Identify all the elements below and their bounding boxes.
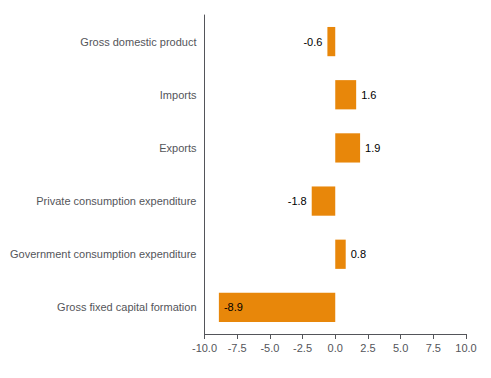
- svg-text:-0.6: -0.6: [303, 36, 322, 48]
- svg-text:-7.5: -7.5: [228, 342, 247, 354]
- svg-text:Gross domestic product: Gross domestic product: [80, 36, 196, 48]
- svg-text:-10.0: -10.0: [192, 342, 217, 354]
- svg-text:5.0: 5.0: [393, 342, 408, 354]
- svg-text:Gross fixed capital formation: Gross fixed capital formation: [57, 301, 196, 313]
- svg-text:Government consumption expendi: Government consumption expenditure: [10, 248, 197, 260]
- svg-text:Imports: Imports: [160, 89, 197, 101]
- svg-text:1.6: 1.6: [361, 89, 376, 101]
- svg-text:7.5: 7.5: [426, 342, 441, 354]
- svg-text:0.0: 0.0: [328, 342, 343, 354]
- svg-text:-1.8: -1.8: [288, 195, 307, 207]
- svg-text:-5.0: -5.0: [260, 342, 279, 354]
- svg-text:1.9: 1.9: [365, 142, 380, 154]
- svg-text:10.0: 10.0: [455, 342, 476, 354]
- svg-text:-2.5: -2.5: [293, 342, 312, 354]
- svg-text:Private consumption expenditur: Private consumption expenditure: [36, 195, 196, 207]
- svg-text:Exports: Exports: [159, 142, 197, 154]
- svg-text:-8.9: -8.9: [224, 301, 243, 313]
- svg-text:0.8: 0.8: [351, 248, 366, 260]
- svg-text:2.5: 2.5: [360, 342, 375, 354]
